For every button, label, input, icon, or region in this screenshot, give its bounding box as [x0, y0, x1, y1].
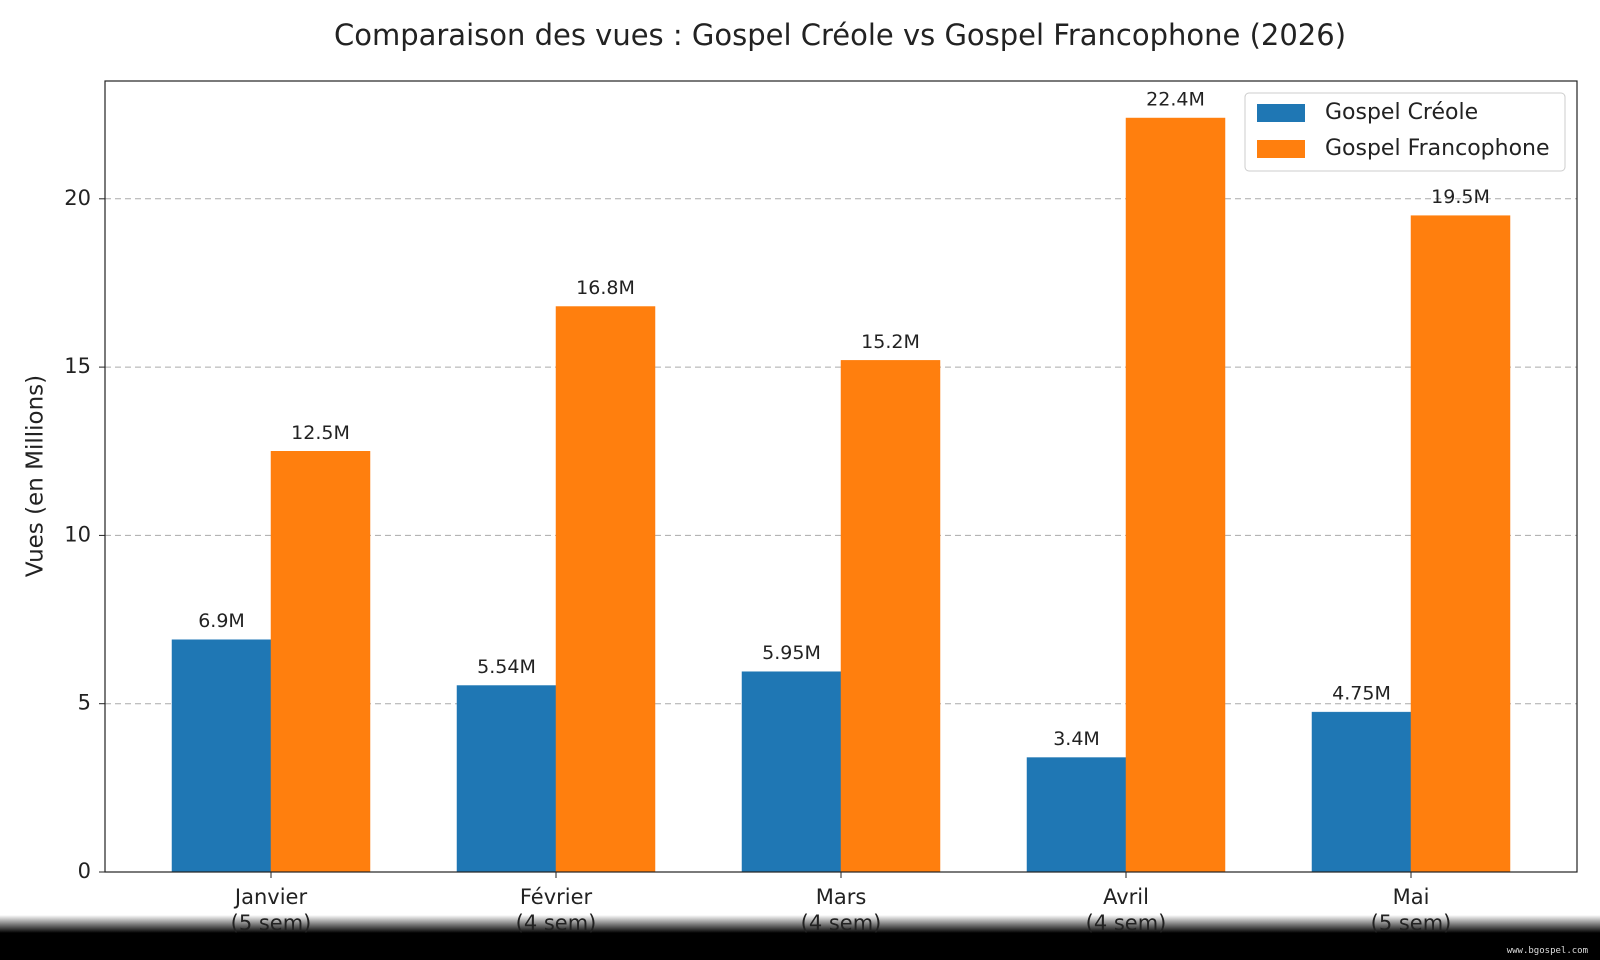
- legend-swatch: [1257, 104, 1305, 122]
- bar: [840, 360, 941, 873]
- bar: [1311, 711, 1412, 873]
- footer-bar: [0, 915, 1600, 960]
- x-tick-label: Mai (5 sem): [1370, 885, 1452, 935]
- plot-frame: [104, 80, 1578, 873]
- legend-box: [1244, 92, 1566, 172]
- value-label: 3.4M: [1053, 728, 1100, 750]
- chart-title: Comparaison des vues : Gospel Créole vs …: [334, 18, 1346, 52]
- value-label: 5.54M: [477, 656, 536, 678]
- bar: [555, 306, 656, 873]
- value-label: 4.75M: [1332, 683, 1391, 705]
- value-label: 19.5M: [1431, 186, 1490, 208]
- x-tick-label: Mars (4 sem): [800, 885, 882, 935]
- y-tick-label: 15: [64, 354, 91, 378]
- y-tick-label: 10: [64, 522, 91, 546]
- bar: [270, 451, 371, 873]
- legend-label: Gospel Francophone: [1325, 136, 1550, 161]
- bar: [741, 671, 842, 873]
- bar: [1125, 117, 1226, 873]
- bar: [1410, 215, 1511, 873]
- legend-swatch: [1257, 140, 1305, 158]
- y-tick-label: 20: [64, 186, 91, 210]
- y-tick-label: 5: [78, 691, 91, 715]
- value-label: 6.9M: [198, 610, 245, 632]
- value-label: 16.8M: [576, 277, 635, 299]
- legend: Gospel Créole Gospel Francophone: [1244, 92, 1566, 172]
- watermark: www.bgospel.com: [1506, 946, 1588, 956]
- x-tick-label: Avril (4 sem): [1085, 885, 1167, 935]
- x-tick-label: Janvier (5 sem): [230, 885, 312, 935]
- x-tick-label: Février (4 sem): [515, 885, 597, 935]
- bar: [171, 639, 272, 873]
- value-label: 12.5M: [291, 422, 350, 444]
- value-label: 5.95M: [762, 642, 821, 664]
- value-label: 15.2M: [861, 331, 920, 353]
- value-label: 22.4M: [1146, 89, 1205, 111]
- y-tick-label: 0: [78, 859, 91, 883]
- bar: [1026, 757, 1127, 873]
- legend-label: Gospel Créole: [1325, 100, 1478, 125]
- y-axis-label: Vues (en Millions): [23, 375, 49, 577]
- bar: [456, 685, 557, 873]
